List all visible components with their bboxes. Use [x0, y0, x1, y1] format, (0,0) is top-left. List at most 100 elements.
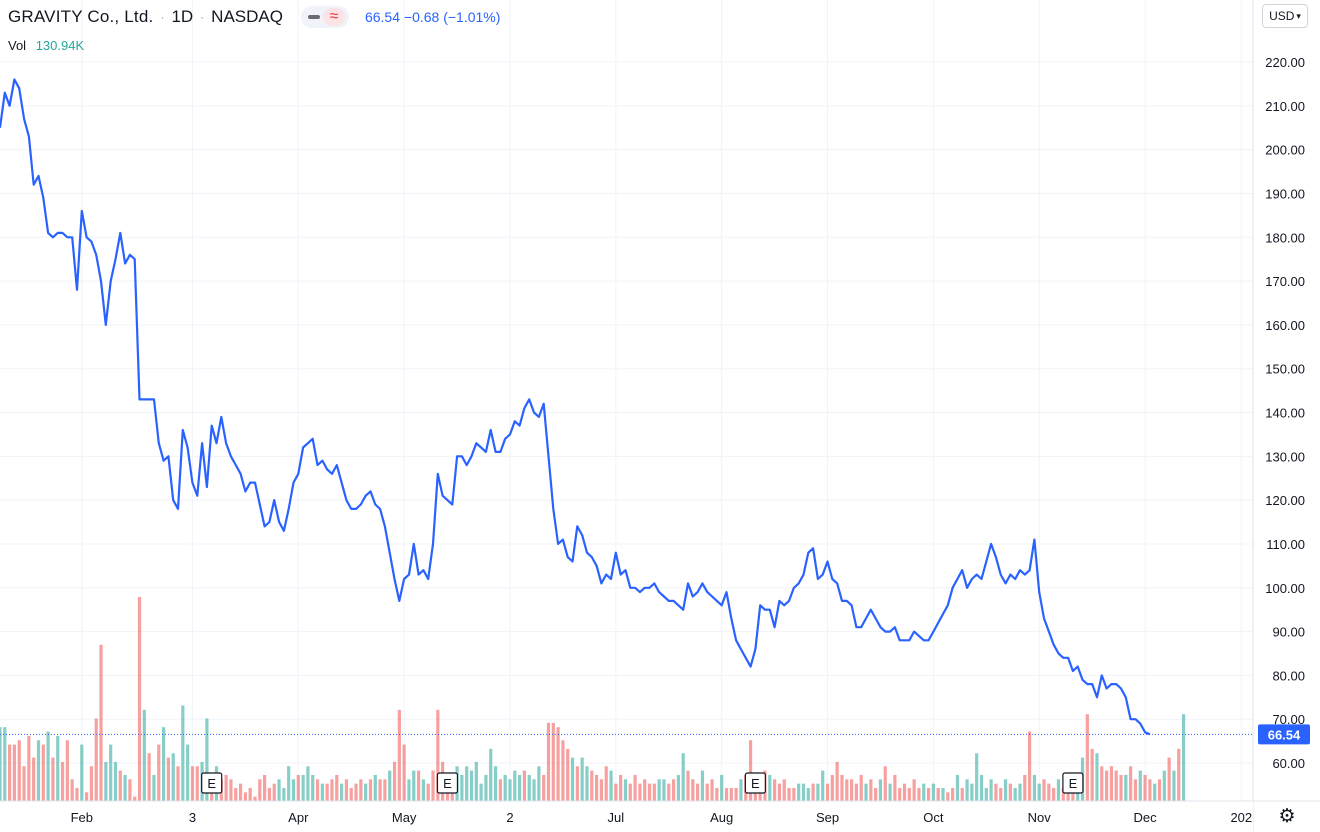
volume-bar: [676, 774, 680, 801]
volume-bar: [484, 774, 488, 801]
volume-bar: [109, 744, 113, 801]
volume-bar: [946, 792, 950, 801]
y-tick-label: 160.00: [1265, 318, 1305, 333]
volume-bar: [1109, 766, 1113, 801]
volume-bar: [229, 779, 233, 801]
volume-bar: [315, 779, 320, 801]
volume-bar: [874, 787, 878, 801]
volume-bar: [941, 787, 945, 801]
volume-bar: [951, 787, 955, 801]
volume-bar: [311, 774, 315, 801]
volume-bar: [176, 766, 180, 801]
volume-bar: [912, 779, 916, 801]
volume-bar: [715, 787, 719, 801]
volume-bar: [436, 709, 440, 801]
volume-bar: [623, 779, 628, 801]
volume-bar: [330, 779, 334, 801]
y-tick-label: 70.00: [1272, 712, 1305, 727]
separator-dot: ·: [160, 10, 165, 24]
volume-bar: [580, 757, 584, 801]
volume-bar: [561, 740, 565, 801]
currency-select[interactable]: USD ▾: [1262, 4, 1308, 28]
y-tick-label: 210.00: [1265, 99, 1305, 114]
volume-bar: [1100, 766, 1104, 801]
volume-bar: [128, 779, 132, 801]
volume-bar: [1085, 714, 1089, 801]
volume-bar: [503, 774, 507, 801]
x-tick-label: Nov: [1028, 810, 1052, 825]
volume-bar: [643, 779, 647, 801]
volume-bar: [864, 783, 868, 801]
volume-bar: [724, 787, 729, 801]
volume-bar: [869, 779, 873, 801]
volume-bar: [984, 787, 988, 801]
volume-bar: [907, 787, 911, 801]
volume-bar: [542, 774, 546, 801]
volume-bar: [888, 783, 892, 801]
volume-bar: [1124, 774, 1128, 801]
y-tick-label: 80.00: [1272, 668, 1305, 683]
volume-bar: [792, 787, 796, 801]
volume-bar: [224, 774, 228, 801]
volume-bar: [878, 779, 883, 801]
volume-bar: [825, 783, 830, 801]
volume-bar: [667, 783, 671, 801]
volume-bar: [498, 779, 502, 801]
volume-bar: [3, 727, 7, 801]
volume-bar: [267, 787, 272, 801]
volume-bar: [161, 727, 166, 801]
earnings-marker[interactable]: E: [1062, 772, 1084, 794]
volume-bar: [647, 783, 652, 801]
y-tick-label: 190.00: [1265, 186, 1305, 201]
volume-bar: [975, 753, 979, 801]
y-tick-label: 200.00: [1265, 143, 1305, 158]
volume-bar: [1143, 774, 1147, 801]
delayed-data-icon: ≈: [322, 8, 345, 26]
volume-bar: [590, 770, 594, 801]
gear-icon[interactable]: ⚙: [1278, 806, 1296, 827]
volume-bar: [902, 783, 907, 801]
volume-bar: [729, 787, 733, 801]
y-tick-label: 150.00: [1265, 362, 1305, 377]
volume-bar: [248, 787, 252, 801]
volume-bar: [1133, 779, 1138, 801]
earnings-marker[interactable]: E: [436, 772, 459, 794]
volume-bar: [186, 744, 190, 801]
volume-bar: [1119, 774, 1123, 801]
status-pill[interactable]: ≈: [300, 6, 349, 28]
interval-label[interactable]: 1D: [171, 7, 194, 26]
volume-bar: [532, 779, 536, 801]
svg-text:E: E: [443, 776, 452, 791]
volume-bar: [1042, 779, 1046, 801]
volume-bar: [234, 787, 238, 801]
volume-bar: [1129, 766, 1133, 801]
volume-bar: [205, 718, 209, 801]
volume-bar: [845, 779, 849, 801]
x-tick-label: 3: [189, 810, 196, 825]
volume-bar: [94, 718, 98, 801]
volume-bar: [60, 761, 65, 801]
chevron-down-icon: ▾: [1296, 10, 1301, 21]
price-axis: [1253, 0, 1320, 832]
volume-bar: [147, 753, 151, 801]
volume-bar: [566, 748, 570, 801]
volume-bar: [994, 783, 998, 801]
y-tick-label: 60.00: [1272, 756, 1305, 771]
earnings-marker[interactable]: E: [744, 772, 766, 794]
volume-bar: [368, 779, 373, 801]
volume-bar: [883, 766, 887, 801]
volume-bar: [979, 774, 984, 801]
volume-bar: [609, 770, 613, 801]
volume-bar: [291, 779, 296, 801]
exchange-label: NASDAQ: [211, 7, 283, 26]
volume-bar: [1104, 770, 1109, 801]
volume-bar: [1172, 770, 1176, 801]
volume-bar: [195, 766, 199, 801]
earnings-marker[interactable]: E: [201, 772, 223, 794]
volume-bar: [1095, 753, 1099, 801]
volume-bar: [893, 774, 897, 801]
y-tick-label: 100.00: [1265, 581, 1305, 596]
symbol-title[interactable]: GRAVITY Co., Ltd.: [8, 7, 154, 26]
volume-bar: [806, 787, 810, 801]
